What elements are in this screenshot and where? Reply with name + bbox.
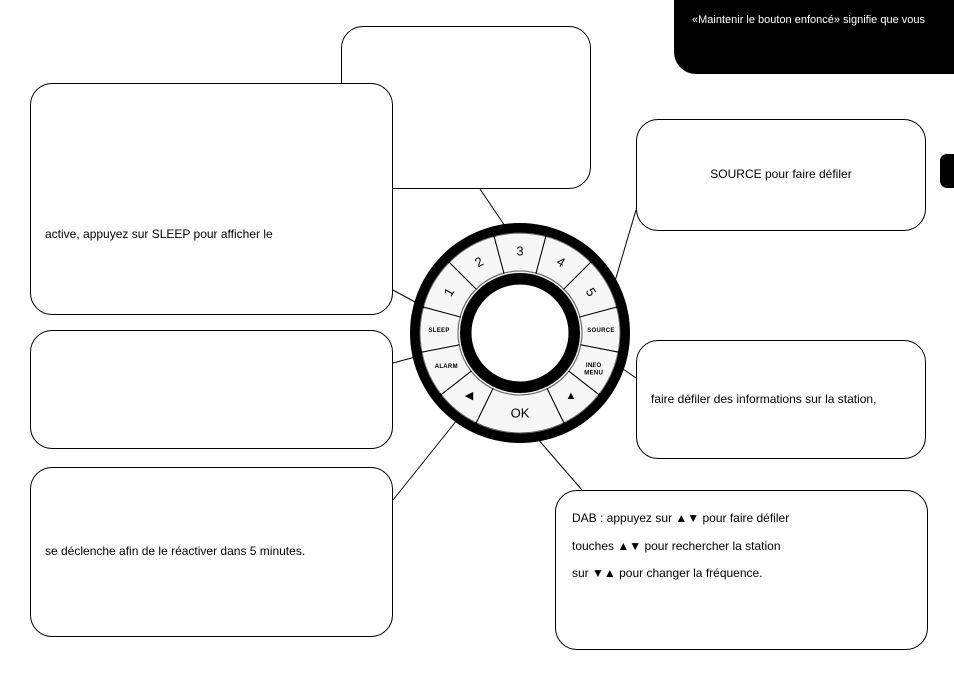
dial-center-button[interactable] bbox=[470, 283, 570, 383]
right-arrow-button-label: ▲ bbox=[566, 390, 577, 402]
source-button-label: SOURCE bbox=[587, 328, 614, 334]
preset-3-label: 3 bbox=[516, 243, 523, 258]
side-tab bbox=[940, 154, 954, 188]
callout-info-text: faire défiler des informations sur la st… bbox=[651, 390, 876, 409]
sleep-button-label: SLEEP bbox=[428, 328, 449, 334]
callout-ok-line1: DAB : appuyez sur ▲▼ pour faire défiler bbox=[572, 505, 911, 533]
callout-source-text: SOURCE pour faire défiler bbox=[710, 165, 851, 184]
alarm-button-label: ALARM bbox=[435, 364, 458, 370]
callout-snooze-text: se déclenche afin de le réactiver dans 5… bbox=[45, 542, 305, 561]
header-note: «Maintenir le bouton enfoncé» signifie q… bbox=[674, 0, 954, 74]
control-dial: 12345SOURCEINFO—MENU▲OK◀ALARMSLEEP bbox=[406, 219, 634, 447]
callout-sleep-text: active, appuyez sur SLEEP pour afficher … bbox=[45, 225, 273, 244]
header-note-text: «Maintenir le bouton enfoncé» signifie q… bbox=[692, 14, 925, 26]
left-arrow-button-label: ◀ bbox=[465, 390, 474, 402]
callout-snooze: se déclenche afin de le réactiver dans 5… bbox=[30, 467, 393, 637]
ok-button-label: OK bbox=[511, 405, 530, 420]
callout-source: SOURCE pour faire défiler bbox=[636, 119, 926, 231]
info-button-label: INFO—MENU bbox=[584, 362, 603, 376]
callout-info: faire défiler des informations sur la st… bbox=[636, 340, 926, 459]
callout-alarm bbox=[30, 330, 393, 449]
callout-ok-line2: touches ▲▼ pour rechercher la station bbox=[572, 533, 911, 561]
callout-sleep: active, appuyez sur SLEEP pour afficher … bbox=[30, 83, 393, 315]
callout-ok: DAB : appuyez sur ▲▼ pour faire défiler … bbox=[555, 490, 928, 650]
callout-ok-line3: sur ▼▲ pour changer la fréquence. bbox=[572, 560, 911, 588]
